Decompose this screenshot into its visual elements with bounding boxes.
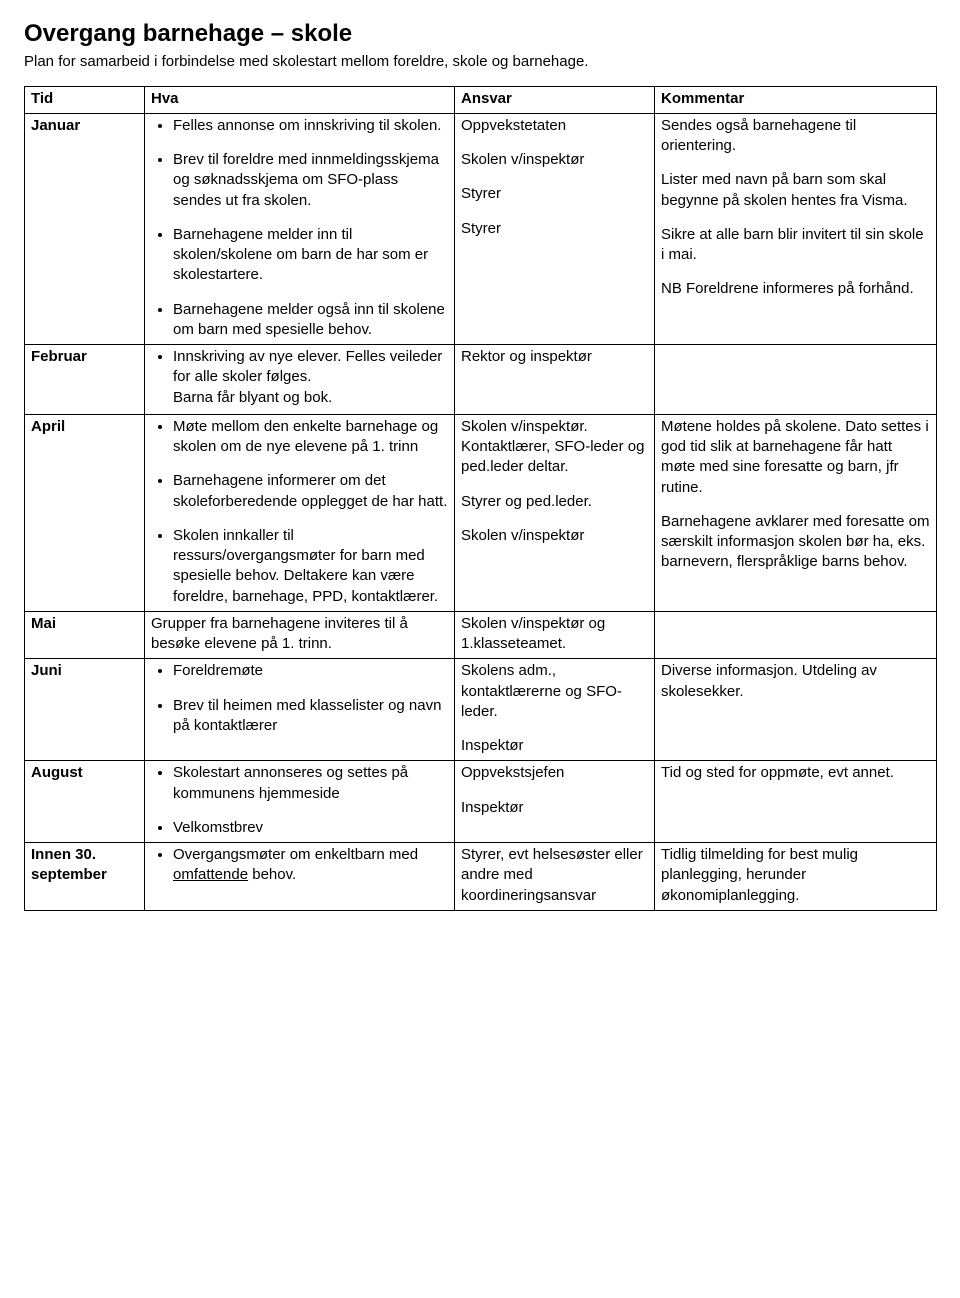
cell-kommentar bbox=[655, 611, 937, 659]
table-row: April Møte mellom den enkelte barnehage o… bbox=[25, 414, 937, 611]
page-subtitle: Plan for samarbeid i forbindelse med sko… bbox=[24, 52, 936, 72]
list-item: Foreldremøte bbox=[173, 661, 448, 681]
list-item: Felles annonse om innskriving til skolen… bbox=[173, 116, 448, 136]
cell-tid: Juni bbox=[25, 659, 145, 761]
cell-hva: Overgangsmøter om enkeltbarn med omfatte… bbox=[145, 843, 455, 911]
kommentar-text: Tidlig tilmelding for best mulig planleg… bbox=[661, 845, 930, 906]
table-row: Juni Foreldremøte Brev til heimen med klas… bbox=[25, 659, 937, 761]
cell-tid: Januar bbox=[25, 113, 145, 344]
ansvar-text: Oppvekstetaten bbox=[461, 116, 648, 136]
list-item: Møte mellom den enkelte barnehage og sko… bbox=[173, 417, 448, 458]
cell-hva: Skolestart annonseres og settes på kommu… bbox=[145, 761, 455, 843]
table-row: August Skolestart annonseres og settes på… bbox=[25, 761, 937, 843]
ansvar-text: Skolen v/inspektør. Kontaktlærer, SFO-le… bbox=[461, 417, 648, 478]
list-item: Overgangsmøter om enkeltbarn med omfatte… bbox=[173, 845, 448, 886]
cell-hva: Felles annonse om innskriving til skolen… bbox=[145, 113, 455, 344]
plan-table: Tid Hva Ansvar Kommentar Januar Felles an… bbox=[24, 86, 937, 911]
ansvar-text: Skolen v/inspektør og 1.klasseteamet. bbox=[461, 614, 648, 655]
ansvar-text: Styrer bbox=[461, 184, 648, 204]
cell-kommentar: Tidlig tilmelding for best mulig planleg… bbox=[655, 843, 937, 911]
cell-tid: April bbox=[25, 414, 145, 611]
col-kommentar-header: Kommentar bbox=[655, 86, 937, 113]
ansvar-text: Skolens adm., kontaktlærerne og SFO-lede… bbox=[461, 661, 648, 722]
ansvar-text: Skolen v/inspektør bbox=[461, 150, 648, 170]
cell-ansvar: Skolen v/inspektør og 1.klasseteamet. bbox=[455, 611, 655, 659]
col-tid-header: Tid bbox=[25, 86, 145, 113]
list-item: Brev til heimen med klasselister og navn… bbox=[173, 696, 448, 737]
cell-hva: Innskriving av nye elever. Felles veiled… bbox=[145, 345, 455, 415]
ansvar-text: Skolen v/inspektør bbox=[461, 526, 648, 546]
list-item: Brev til foreldre med innmeldingsskjema … bbox=[173, 150, 448, 211]
table-row: MaiGrupper fra barnehagene inviteres til… bbox=[25, 611, 937, 659]
page-title: Overgang barnehage – skole bbox=[24, 20, 936, 48]
table-header-row: Tid Hva Ansvar Kommentar bbox=[25, 86, 937, 113]
cell-ansvar: Styrer, evt helsesøster eller andre med … bbox=[455, 843, 655, 911]
cell-tid: Februar bbox=[25, 345, 145, 415]
ansvar-text: Rektor og inspektør bbox=[461, 347, 648, 367]
table-row: Januar Felles annonse om innskriving til … bbox=[25, 113, 937, 344]
kommentar-text: Sendes også barnehagene til orientering. bbox=[661, 116, 930, 157]
ansvar-text: Styrer og ped.leder. bbox=[461, 492, 648, 512]
cell-tid: August bbox=[25, 761, 145, 843]
kommentar-text: Diverse informasjon. Utdeling av skolese… bbox=[661, 661, 930, 702]
ansvar-text: Oppvekstsjefen bbox=[461, 763, 648, 783]
kommentar-text: Lister med navn på barn som skal begynne… bbox=[661, 170, 930, 211]
cell-ansvar: Rektor og inspektør bbox=[455, 345, 655, 415]
list-item: Barnehagene melder også inn til skolene … bbox=[173, 300, 448, 341]
cell-ansvar: Skolens adm., kontaktlærerne og SFO-lede… bbox=[455, 659, 655, 761]
col-ansvar-header: Ansvar bbox=[455, 86, 655, 113]
list-item: Velkomstbrev bbox=[173, 818, 448, 838]
table-row: Innen 30. september Overgangsmøter om enk… bbox=[25, 843, 937, 911]
col-hva-header: Hva bbox=[145, 86, 455, 113]
table-row: Februar Innskriving av nye elever. Felles… bbox=[25, 345, 937, 415]
list-item: Skolestart annonseres og settes på kommu… bbox=[173, 763, 448, 804]
kommentar-text: Tid og sted for oppmøte, evt annet. bbox=[661, 763, 930, 783]
kommentar-text: Møtene holdes på skolene. Dato settes i … bbox=[661, 417, 930, 498]
ansvar-text: Inspektør bbox=[461, 736, 648, 756]
cell-ansvar: Oppvekstetaten Skolen v/inspektør Styrer St… bbox=[455, 113, 655, 344]
cell-kommentar: Diverse informasjon. Utdeling av skolese… bbox=[655, 659, 937, 761]
cell-tid: Mai bbox=[25, 611, 145, 659]
kommentar-text: Barnehagene avklarer med foresatte om sæ… bbox=[661, 512, 930, 573]
cell-ansvar: Skolen v/inspektør. Kontaktlærer, SFO-le… bbox=[455, 414, 655, 611]
ansvar-text: Styrer, evt helsesøster eller andre med … bbox=[461, 845, 648, 906]
kommentar-text: NB Foreldrene informeres på forhånd. bbox=[661, 279, 930, 299]
cell-ansvar: Oppvekstsjefen Inspektør bbox=[455, 761, 655, 843]
cell-kommentar: Tid og sted for oppmøte, evt annet. bbox=[655, 761, 937, 843]
cell-hva: Møte mellom den enkelte barnehage og sko… bbox=[145, 414, 455, 611]
list-item: Innskriving av nye elever. Felles veiled… bbox=[173, 347, 448, 408]
list-item: Skolen innkaller til ressurs/overgangsmø… bbox=[173, 526, 448, 607]
ansvar-text: Inspektør bbox=[461, 798, 648, 818]
cell-tid: Innen 30. september bbox=[25, 843, 145, 911]
cell-hva: Foreldremøte Brev til heimen med klasseli… bbox=[145, 659, 455, 761]
cell-kommentar: Møtene holdes på skolene. Dato settes i … bbox=[655, 414, 937, 611]
list-item: Barnehagene informerer om det skoleforbe… bbox=[173, 471, 448, 512]
cell-hva: Grupper fra barnehagene inviteres til å … bbox=[145, 611, 455, 659]
kommentar-text: Sikre at alle barn blir invitert til sin… bbox=[661, 225, 930, 266]
cell-kommentar bbox=[655, 345, 937, 415]
ansvar-text: Styrer bbox=[461, 219, 648, 239]
cell-kommentar: Sendes også barnehagene til orientering.… bbox=[655, 113, 937, 344]
list-item: Barnehagene melder inn til skolen/skolen… bbox=[173, 225, 448, 286]
